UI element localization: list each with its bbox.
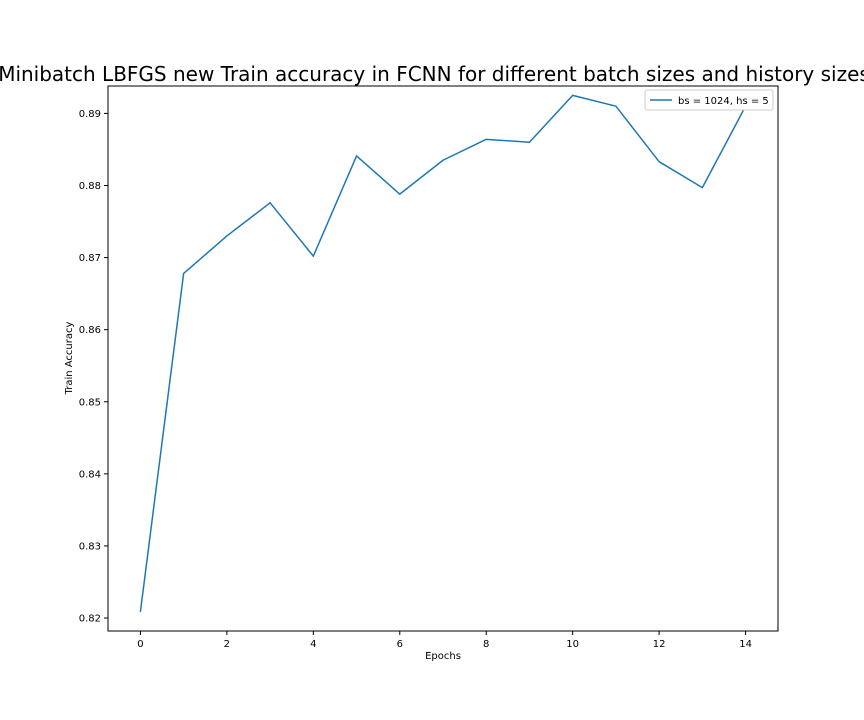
data-point	[183, 272, 185, 275]
x-tick-label: 10	[566, 639, 579, 650]
y-tick-label: 0.88	[79, 181, 101, 192]
y-tick-label: 0.84	[79, 469, 101, 480]
x-tick-label: 0	[137, 639, 143, 650]
data-point	[312, 255, 314, 257]
data-point	[226, 235, 228, 237]
data-point	[572, 94, 574, 96]
data-point	[528, 141, 531, 143]
legend: bs = 1024, hs = 5	[644, 89, 774, 111]
x-tick-label: 6	[397, 639, 403, 650]
y-tick-label: 0.86	[79, 325, 101, 336]
y-axis-label: Train Accuracy	[64, 322, 75, 396]
x-axis-label: Epochs	[425, 651, 461, 662]
series-layer	[139, 94, 747, 613]
data-point	[701, 187, 703, 189]
data-point	[615, 105, 617, 107]
x-tick-label: 8	[483, 639, 489, 650]
series-line	[139, 94, 747, 612]
x-tick-label: 14	[739, 639, 752, 650]
y-tick-label: 0.82	[79, 614, 101, 625]
legend-label: bs = 1024, hs = 5	[678, 96, 769, 107]
x-tick-label: 4	[310, 639, 316, 650]
data-point	[658, 161, 660, 163]
data-point	[139, 610, 142, 613]
data-point	[269, 202, 271, 204]
data-point	[399, 193, 401, 195]
data-point	[355, 155, 358, 157]
plot-area	[107, 85, 779, 632]
y-axis-ticks: 0.82 0.83 0.84 0.85 0.86 0.87 0.88 0.89	[79, 109, 108, 625]
legend-box	[644, 89, 774, 111]
y-tick-label: 0.83	[79, 541, 101, 552]
x-axis-ticks: 0 2 4 6 8 10 12 14	[137, 631, 752, 650]
y-tick-label: 0.87	[79, 253, 101, 264]
x-tick-label: 12	[653, 639, 666, 650]
chart-title: Minibatch LBFGS new Train accuracy in FC…	[0, 62, 864, 86]
x-tick-label: 2	[224, 639, 230, 650]
data-point	[485, 138, 487, 140]
data-point	[442, 159, 444, 161]
y-tick-label: 0.89	[79, 109, 101, 120]
y-tick-label: 0.85	[79, 397, 101, 408]
